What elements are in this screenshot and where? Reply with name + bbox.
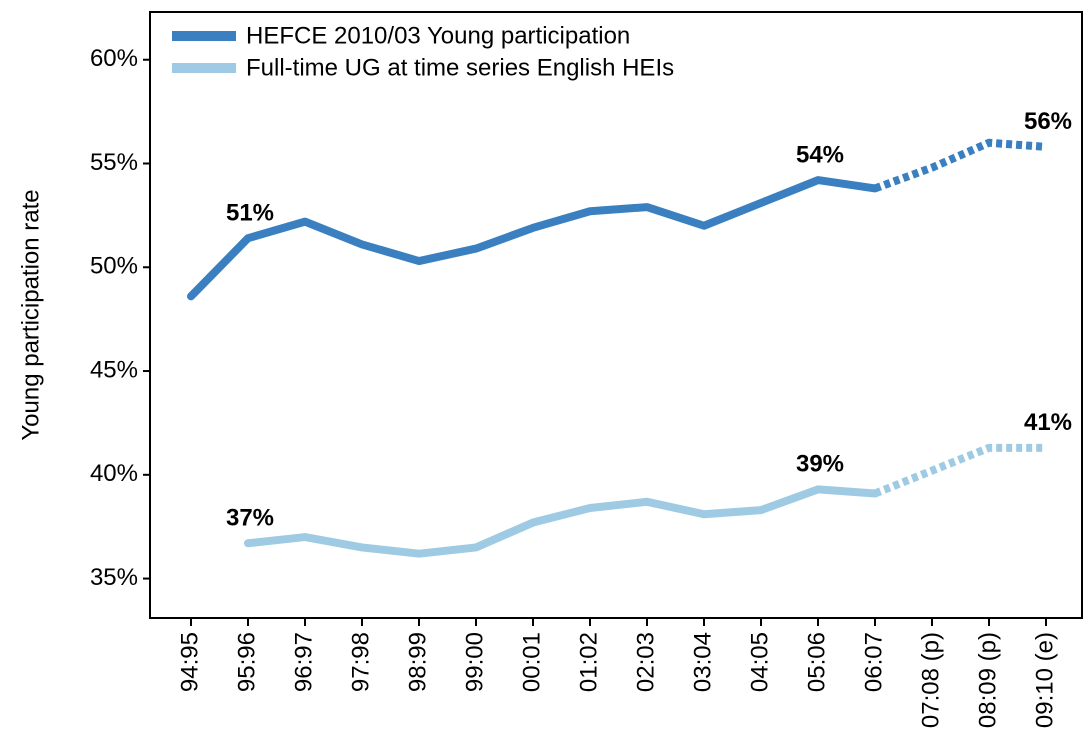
y-tick-label: 45% <box>90 356 138 383</box>
value-label: 56% <box>1024 108 1072 135</box>
x-tick-label: 95:96 <box>233 632 260 692</box>
x-tick-label: 99:00 <box>461 632 488 692</box>
x-tick-label: 05:06 <box>803 632 830 692</box>
value-label: 41% <box>1024 409 1072 436</box>
x-tick-label: 94:95 <box>176 632 203 692</box>
value-label: 39% <box>796 451 844 478</box>
x-tick-label: 96:97 <box>290 632 317 692</box>
x-tick-label: 98:99 <box>404 632 431 692</box>
y-axis-label: Young participation rate <box>17 189 44 440</box>
x-tick-label: 04:05 <box>746 632 773 692</box>
legend-label: HEFCE 2010/03 Young participation <box>246 22 630 49</box>
y-tick-label: 50% <box>90 253 138 280</box>
projected-line <box>873 443 1046 498</box>
series-line <box>187 176 879 301</box>
legend-label: Full-time UG at time series English HEIs <box>246 54 674 81</box>
value-label: 54% <box>796 141 844 168</box>
x-tick-label: 08:09 (p) <box>974 632 1001 728</box>
x-tick-label: 07:08 (p) <box>917 632 944 728</box>
x-tick-label: 00:01 <box>518 632 545 692</box>
y-tick-label: 35% <box>90 564 138 591</box>
value-label: 37% <box>226 505 274 532</box>
x-tick-label: 97:98 <box>347 632 374 692</box>
x-tick-label: 02:03 <box>632 632 659 692</box>
series-line <box>244 485 879 558</box>
x-tick-label: 03:04 <box>689 632 716 692</box>
value-label: 51% <box>226 200 274 227</box>
plot-frame <box>149 11 1083 619</box>
x-tick-label: 09:10 (e) <box>1031 632 1058 728</box>
x-tick-label: 06:07 <box>860 632 887 692</box>
projected-line <box>873 138 1047 193</box>
y-tick-label: 40% <box>90 460 138 487</box>
y-tick-label: 60% <box>90 45 138 72</box>
y-tick-label: 55% <box>90 149 138 176</box>
x-tick-label: 01:02 <box>575 632 602 692</box>
